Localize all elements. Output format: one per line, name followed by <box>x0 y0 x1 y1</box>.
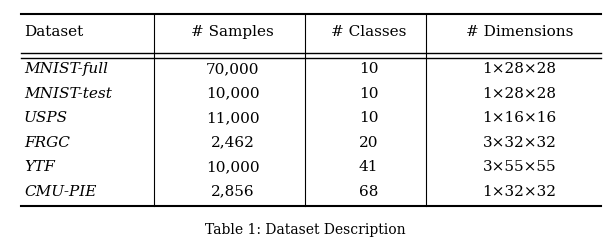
Text: MNIST-full: MNIST-full <box>24 62 108 76</box>
Text: 10: 10 <box>359 111 378 125</box>
Text: 11,000: 11,000 <box>206 111 259 125</box>
Text: CMU-PIE: CMU-PIE <box>24 185 96 199</box>
Text: FRGC: FRGC <box>24 136 70 150</box>
Text: 10,000: 10,000 <box>206 87 259 101</box>
Text: Table 1: Dataset Description: Table 1: Dataset Description <box>205 223 405 237</box>
Text: 3×32×32: 3×32×32 <box>483 136 556 150</box>
Text: 70,000: 70,000 <box>206 62 259 76</box>
Text: 20: 20 <box>359 136 378 150</box>
Text: 2,462: 2,462 <box>210 136 254 150</box>
Text: # Dimensions: # Dimensions <box>466 25 573 39</box>
Text: 2,856: 2,856 <box>210 185 254 199</box>
Text: 68: 68 <box>359 185 378 199</box>
Text: # Samples: # Samples <box>191 25 274 39</box>
Text: 10,000: 10,000 <box>206 160 259 174</box>
Text: 1×16×16: 1×16×16 <box>483 111 557 125</box>
Text: 1×28×28: 1×28×28 <box>483 87 556 101</box>
Text: USPS: USPS <box>24 111 68 125</box>
Text: 1×28×28: 1×28×28 <box>483 62 556 76</box>
Text: Dataset: Dataset <box>24 25 83 39</box>
Text: MNIST-test: MNIST-test <box>24 87 112 101</box>
Text: YTF: YTF <box>24 160 55 174</box>
Text: 3×55×55: 3×55×55 <box>483 160 556 174</box>
Text: # Classes: # Classes <box>331 25 406 39</box>
Text: 10: 10 <box>359 87 378 101</box>
Text: 1×32×32: 1×32×32 <box>483 185 556 199</box>
Text: 41: 41 <box>359 160 378 174</box>
Text: 10: 10 <box>359 62 378 76</box>
